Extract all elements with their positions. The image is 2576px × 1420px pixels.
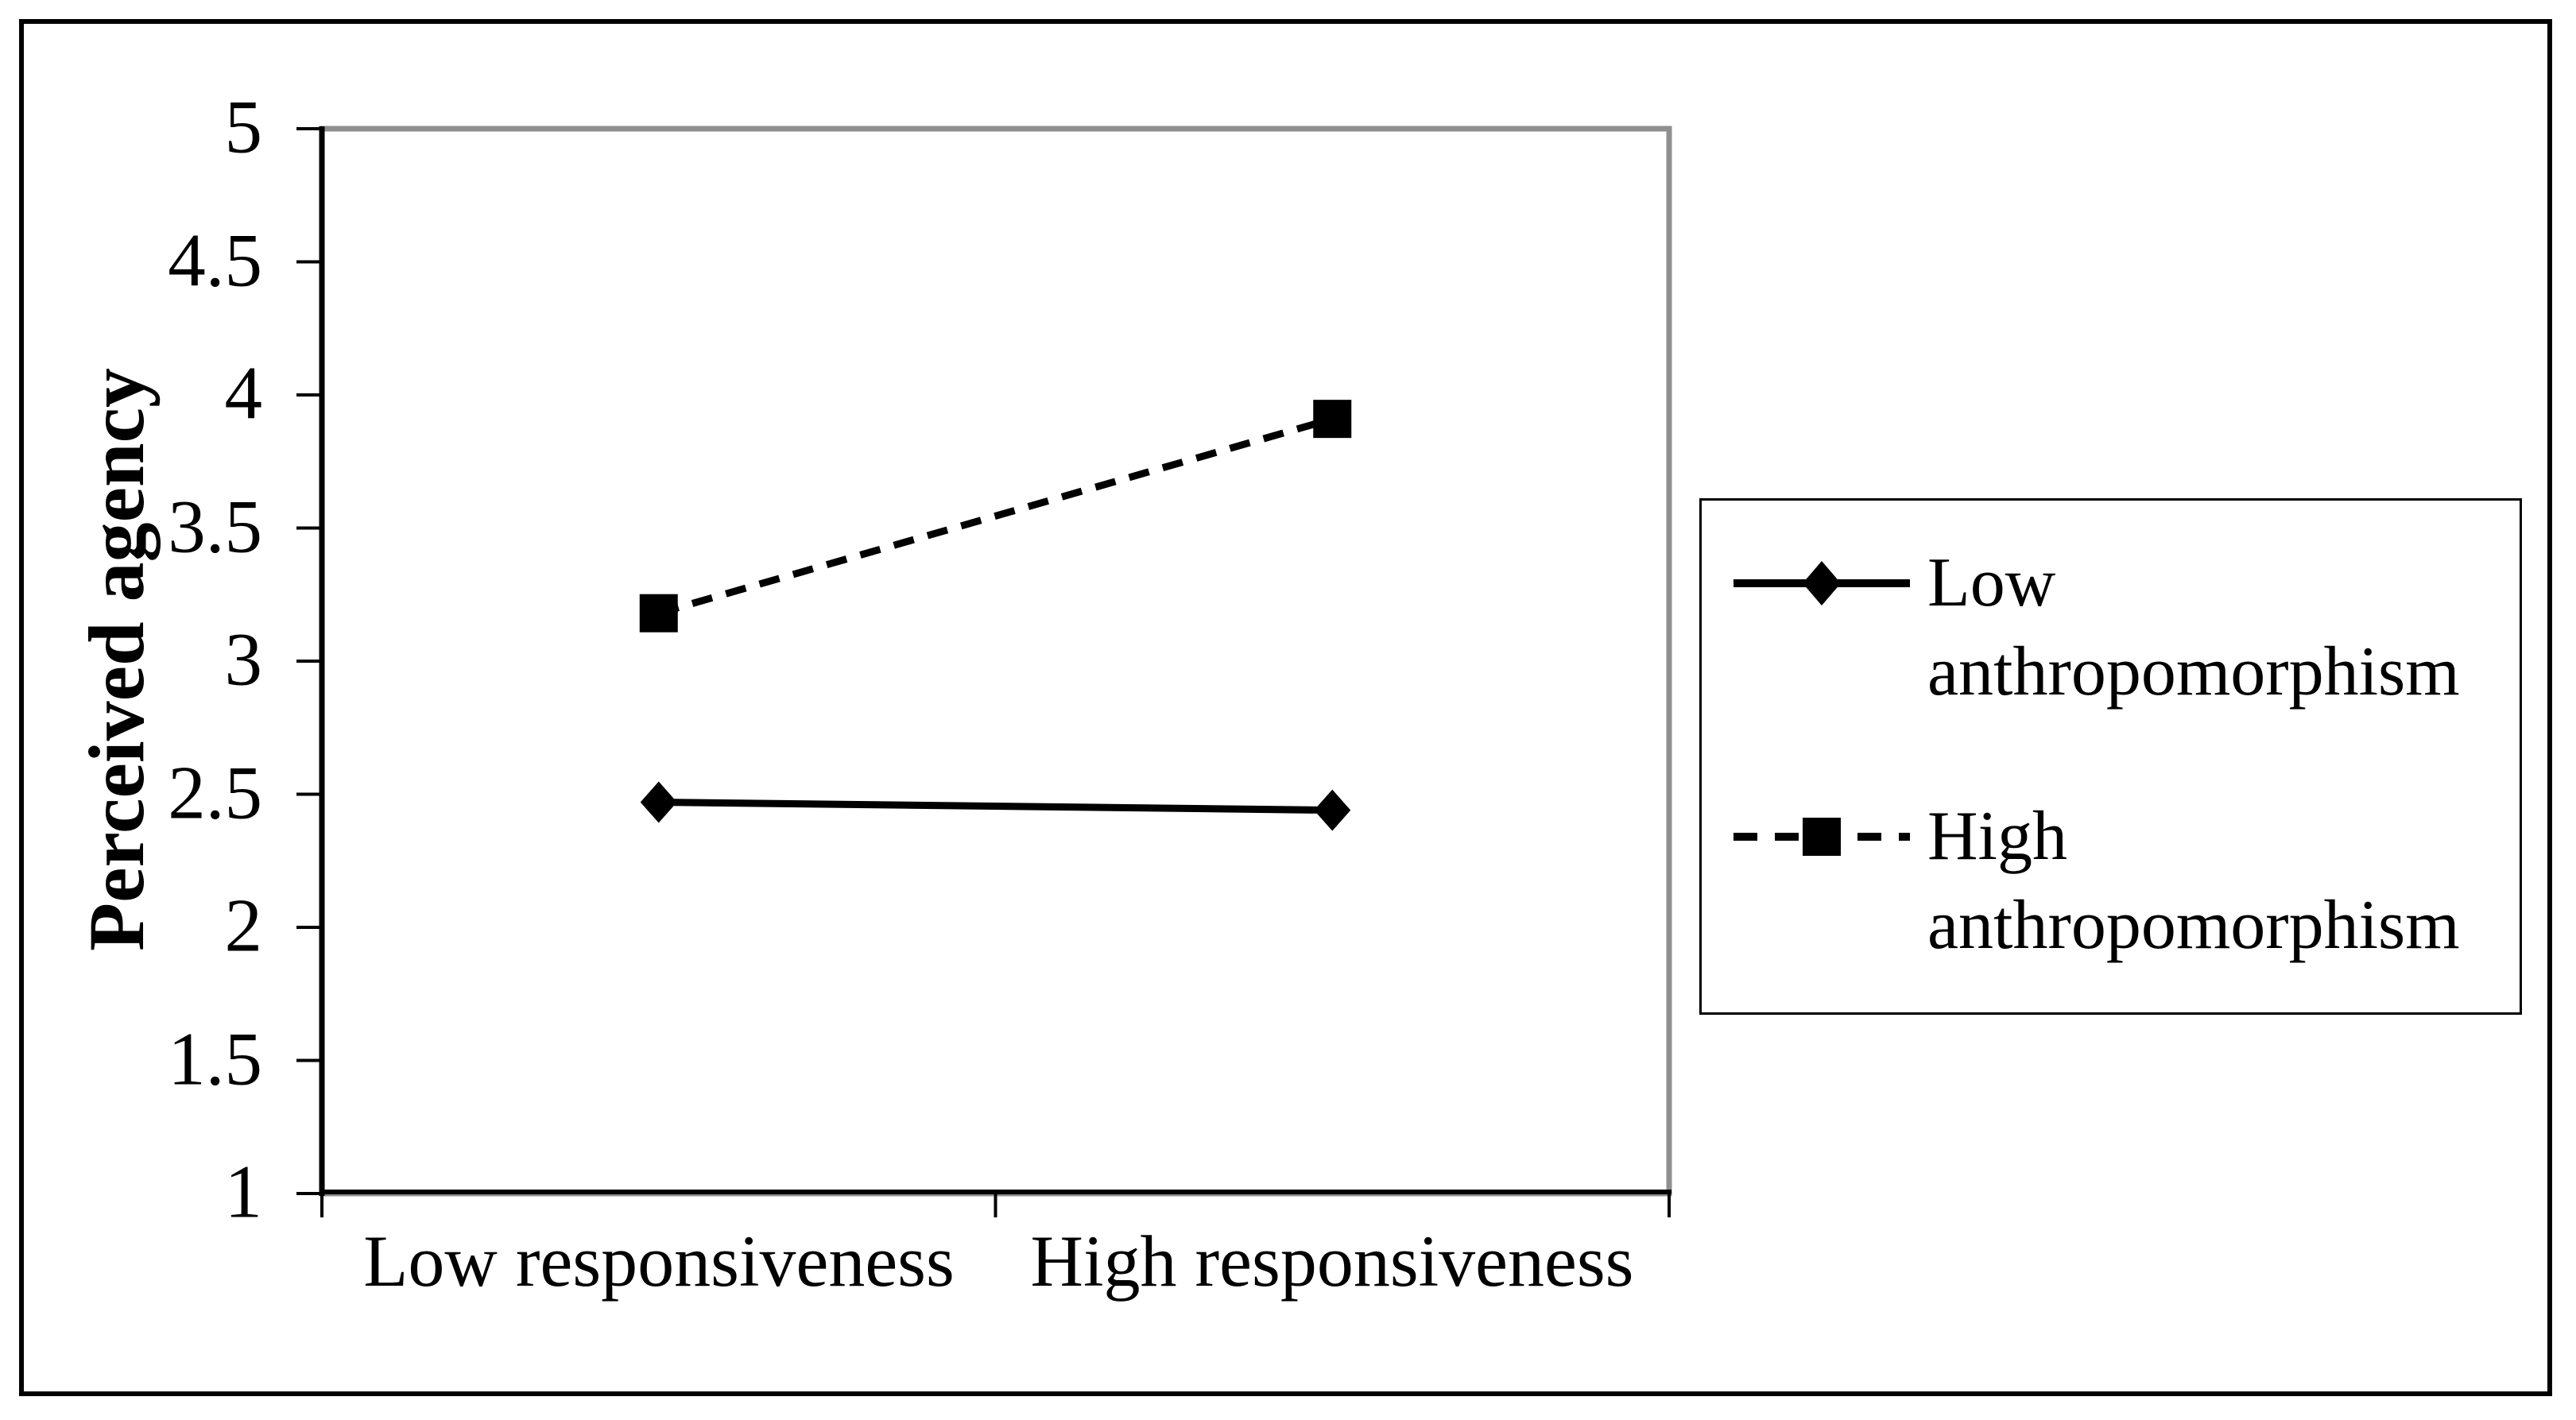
x-category-label-low-responsiveness: Low responsiveness (363, 1221, 955, 1302)
legend-item-low-anthropomorphism: Low anthropomorphism (1730, 539, 2500, 717)
y-tick-label: 1.5 (168, 1016, 262, 1101)
series-line-low-anthropomorphism (658, 799, 1333, 814)
data-point-square-high-anthropomorphism (639, 594, 678, 633)
chart-legend: Low anthropomorphism High anthropomorphi… (1699, 498, 2522, 1015)
y-tick-label: 3 (224, 617, 263, 702)
plot-border (319, 126, 1672, 1197)
figure-border (19, 19, 2552, 1396)
y-tick-label: 2.5 (168, 750, 262, 835)
data-point-square-high-anthropomorphism (1313, 400, 1352, 439)
dashed-line-square-marker-icon (1733, 818, 1910, 856)
data-point-diamond-low-anthropomorphism (1314, 789, 1351, 831)
legend-label: High anthropomorphism (1927, 798, 2460, 964)
y-tick-label: 2 (224, 883, 263, 968)
y-tick-label: 5 (224, 84, 263, 169)
y-tick-label: 4.5 (168, 218, 262, 303)
y-tick-label: 4 (224, 350, 263, 435)
solid-line-diamond-marker-icon (1733, 561, 1910, 606)
x-category-label-high-responsiveness: High responsiveness (1030, 1221, 1634, 1302)
legend-item-high-anthropomorphism: High anthropomorphism (1730, 792, 2500, 970)
y-tick-label: 1 (224, 1149, 263, 1234)
data-point-diamond-low-anthropomorphism (640, 781, 677, 823)
legend-label: Low anthropomorphism (1927, 544, 2460, 710)
series-line-high-anthropomorphism (657, 415, 1334, 617)
y-tick-label: 3.5 (168, 484, 262, 569)
